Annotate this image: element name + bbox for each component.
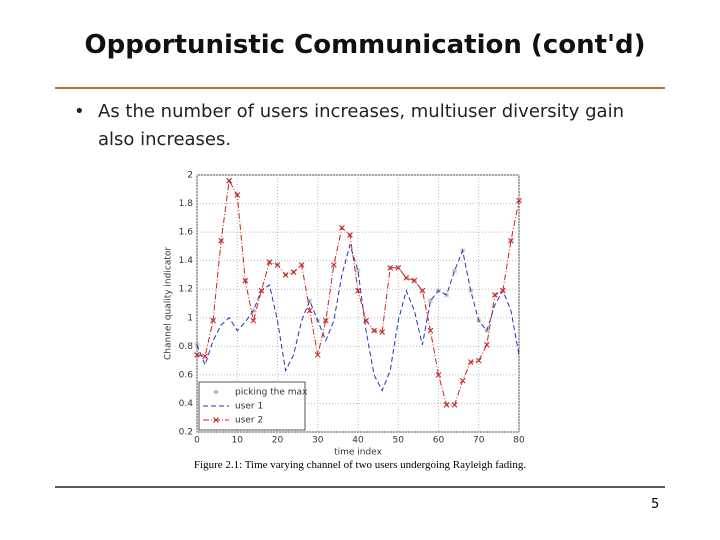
marker: [363, 317, 369, 324]
legend-box: [198, 381, 306, 431]
marker: [516, 197, 522, 204]
marker: [290, 269, 297, 275]
y-tick-label: 2: [187, 171, 193, 181]
marker: [347, 232, 353, 238]
marker: [379, 329, 386, 335]
marker: [355, 268, 361, 274]
marker: [314, 352, 321, 358]
marker: [419, 287, 426, 294]
marker: [443, 402, 450, 408]
marker: [307, 298, 313, 304]
marker: [500, 287, 506, 294]
marker: [403, 274, 410, 281]
marker: [452, 268, 458, 274]
y-tick-label: 1.6: [179, 228, 194, 238]
caption: Figure 2.1: Time varying channel of two …: [193, 459, 527, 471]
marker: [411, 277, 418, 284]
marker: [491, 292, 498, 298]
marker: [475, 357, 482, 364]
marker: [387, 264, 394, 271]
y-tick-label: 0.4: [179, 399, 194, 409]
marker: [483, 342, 490, 348]
marker: [330, 262, 337, 268]
legend-label: picking the max: [235, 388, 308, 398]
y-tick-label: 0.8: [179, 342, 194, 352]
y-tick-label: 1.4: [179, 256, 194, 266]
x-tick-label: 60: [433, 436, 445, 446]
marker: [202, 353, 208, 360]
marker: [467, 359, 474, 365]
x-axis-label: time index: [334, 448, 382, 458]
marker: [194, 352, 200, 358]
marker: [218, 237, 225, 244]
y-axis-label: Channel quality indicator: [164, 247, 174, 360]
bullet-dot: •: [74, 101, 85, 122]
marker: [234, 192, 241, 198]
marker: [459, 377, 466, 384]
marker: [322, 317, 329, 324]
marker: [274, 262, 281, 268]
marker: [355, 287, 361, 294]
x-tick-label: 20: [272, 436, 284, 446]
page-number: 5: [651, 497, 660, 512]
y-tick-label: 1.8: [179, 199, 194, 209]
y-tick-label: 0.6: [179, 370, 194, 380]
marker: [451, 402, 458, 408]
legend-marker: [213, 389, 219, 395]
y-tick-label: 0.2: [179, 428, 193, 438]
marker: [339, 224, 345, 231]
legend-marker: [213, 417, 219, 423]
marker: [298, 262, 305, 268]
x-tick-label: 10: [232, 436, 244, 446]
x-tick-label: 50: [393, 436, 405, 446]
marker: [266, 259, 273, 265]
x-tick-label: 30: [312, 436, 324, 446]
marker: [282, 272, 289, 278]
x-tick-label: 80: [513, 436, 525, 446]
legend-label: user 1: [235, 402, 263, 412]
marker: [435, 372, 442, 378]
marker: [210, 317, 216, 324]
slide-title: Opportunistic Communication (cont'd): [84, 30, 646, 60]
marker: [427, 327, 434, 334]
series-line: [196, 243, 520, 392]
marker: [395, 264, 402, 271]
marker: [371, 327, 377, 334]
x-tick-label: 0: [194, 436, 200, 446]
marker: [306, 307, 313, 314]
x-tick-label: 40: [352, 436, 364, 446]
marker: [427, 298, 433, 304]
marker: [242, 277, 249, 284]
marker: [250, 317, 257, 324]
marker: [258, 287, 265, 294]
x-tick-label: 70: [473, 436, 485, 446]
marker: [226, 177, 233, 184]
marker: [508, 237, 514, 244]
bullet-text: As the number of users increases, multiu…: [98, 101, 624, 150]
y-tick-label: 1.2: [179, 285, 193, 295]
legend-label: user 2: [235, 416, 263, 426]
y-tick-label: 1: [187, 313, 193, 323]
bullet: • As the number of users increases, multi…: [74, 98, 664, 154]
